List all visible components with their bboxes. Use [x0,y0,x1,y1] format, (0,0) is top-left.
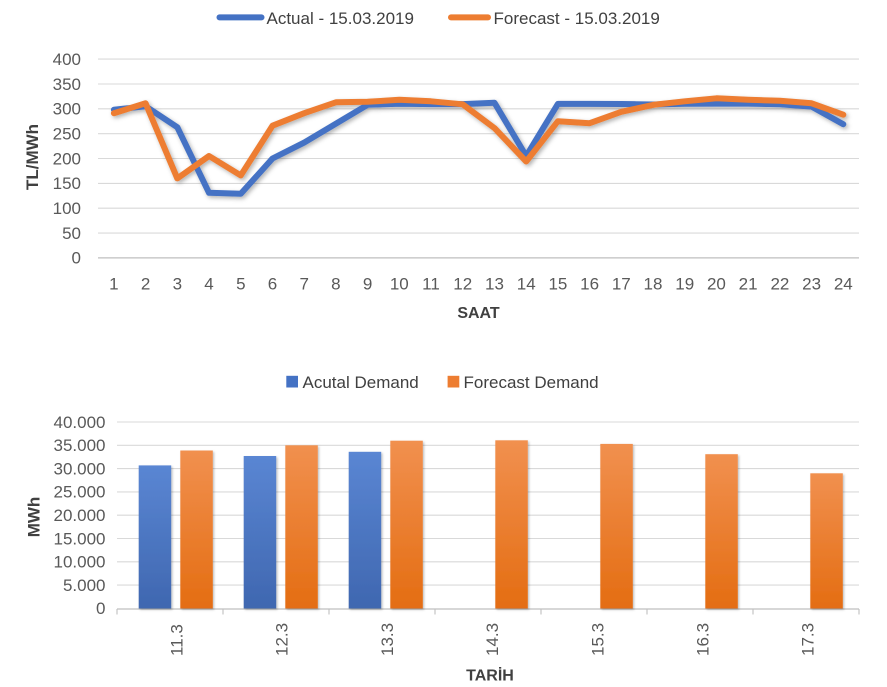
svg-text:16.3: 16.3 [694,623,713,656]
svg-text:Forecast - 15.03.2019: Forecast - 15.03.2019 [494,9,660,28]
svg-text:200: 200 [53,149,81,168]
svg-text:1: 1 [109,274,118,293]
svg-text:7: 7 [299,274,308,293]
svg-text:10: 10 [390,274,409,293]
svg-text:13: 13 [485,274,504,293]
svg-text:0: 0 [96,599,105,618]
svg-text:11: 11 [422,274,440,293]
svg-text:15: 15 [548,274,567,293]
svg-text:17: 17 [612,274,631,293]
svg-text:8: 8 [331,274,340,293]
svg-text:6: 6 [268,274,277,293]
svg-text:15.3: 15.3 [588,623,607,656]
svg-text:17.3: 17.3 [799,623,818,656]
svg-text:30.000: 30.000 [54,459,106,478]
svg-text:20.000: 20.000 [54,506,106,525]
svg-text:0: 0 [72,249,81,268]
svg-text:3: 3 [173,274,182,293]
svg-text:9: 9 [363,274,372,293]
svg-text:20: 20 [707,274,726,293]
svg-text:Forecast Demand: Forecast Demand [464,373,599,392]
svg-text:35.000: 35.000 [54,436,106,455]
svg-text:15.000: 15.000 [54,529,106,548]
svg-text:13.3: 13.3 [378,623,397,656]
svg-text:23: 23 [802,274,821,293]
svg-text:SAAT: SAAT [457,305,500,322]
svg-text:10.000: 10.000 [54,553,106,572]
svg-text:TL/MWh: TL/MWh [23,124,42,190]
svg-text:22: 22 [770,274,789,293]
svg-text:MWh: MWh [25,497,44,538]
svg-text:400: 400 [53,50,81,69]
svg-text:Acutal Demand: Acutal Demand [303,373,419,392]
svg-text:24: 24 [834,274,853,293]
svg-text:12: 12 [453,274,472,293]
svg-text:5.000: 5.000 [63,576,106,595]
svg-text:2: 2 [141,274,150,293]
svg-text:19: 19 [675,274,694,293]
svg-text:Actual - 15.03.2019: Actual - 15.03.2019 [267,9,414,28]
svg-text:21: 21 [739,274,758,293]
svg-text:18: 18 [644,274,663,293]
svg-text:11.3: 11.3 [168,624,187,656]
svg-text:16: 16 [580,274,599,293]
svg-text:150: 150 [53,174,81,193]
svg-text:50: 50 [62,224,81,243]
svg-text:14: 14 [517,274,536,293]
svg-text:5: 5 [236,274,245,293]
svg-text:25.000: 25.000 [54,483,106,502]
svg-text:300: 300 [53,100,81,119]
svg-text:40.000: 40.000 [54,413,106,432]
svg-text:12.3: 12.3 [273,623,292,656]
svg-text:350: 350 [53,75,81,94]
svg-text:4: 4 [204,274,213,293]
svg-text:100: 100 [53,199,81,218]
svg-text:14.3: 14.3 [483,623,502,656]
svg-text:TARİH: TARİH [466,667,514,685]
svg-text:250: 250 [53,125,81,144]
